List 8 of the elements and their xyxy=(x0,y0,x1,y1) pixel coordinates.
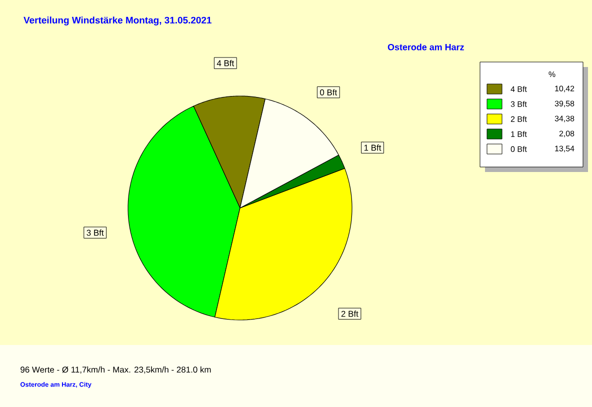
category-label: 4 Bft xyxy=(216,60,234,66)
slice-label: 3 Bft xyxy=(86,230,104,236)
slice-label: 2 Bft xyxy=(341,310,358,317)
slice-label: 0 Bft xyxy=(320,89,338,96)
chart-subtitle: Osterode am Harz xyxy=(388,44,464,50)
slice-label: 1 Bft xyxy=(364,144,382,151)
text: 96 Werte - Ø 11,7km/h - Max. 23,5km/h - 281.0 km xyxy=(20,366,211,374)
chart-title: Verteilung Windstärke Montag, 31.05.2021 xyxy=(24,16,212,26)
